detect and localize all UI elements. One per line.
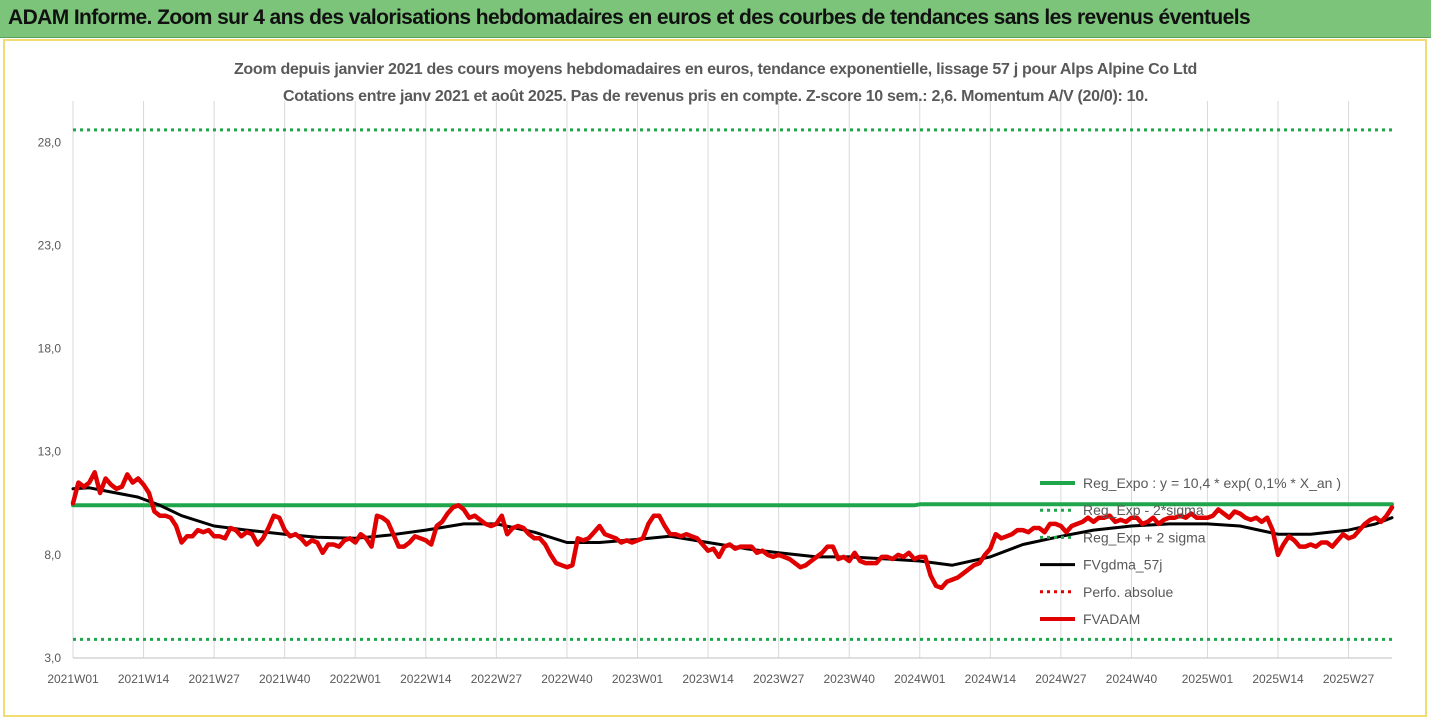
report-title: ADAM Informe. Zoom sur 4 ans des valoris… bbox=[8, 6, 1251, 29]
y-tick-label: 3,0 bbox=[44, 651, 61, 665]
x-tick-label: 2022W40 bbox=[541, 672, 593, 686]
legend-label: Reg_Exp + 2 sigma bbox=[1083, 529, 1206, 545]
x-tick-label: 2024W01 bbox=[894, 672, 946, 686]
x-tick-label: 2025W14 bbox=[1252, 672, 1304, 686]
legend-label: FVgdma_57j bbox=[1083, 557, 1162, 573]
x-tick-label: 2023W14 bbox=[682, 672, 734, 686]
legend: Reg_Expo : y = 10,4 * exp( 0,1% * X_an )… bbox=[1040, 475, 1341, 627]
series-layer bbox=[70, 128, 1395, 641]
x-tick-label: 2022W01 bbox=[330, 672, 382, 686]
x-tick-label: 2021W01 bbox=[47, 672, 99, 686]
y-tick-label: 28,0 bbox=[38, 135, 62, 149]
series-line bbox=[71, 502, 1394, 508]
x-tick-label: 2022W27 bbox=[471, 672, 523, 686]
legend-label: Perfo. absolue bbox=[1083, 584, 1173, 600]
x-tick-label: 2023W40 bbox=[824, 672, 876, 686]
x-tick-label: 2024W14 bbox=[965, 672, 1017, 686]
grid-lines bbox=[72, 101, 1350, 658]
y-axis: 3,0 8,0 13,0 18,0 23,0 28,0 bbox=[38, 135, 62, 665]
series-line bbox=[70, 470, 1395, 591]
legend-label: FVADAM bbox=[1083, 611, 1140, 627]
x-tick-label: 2023W01 bbox=[612, 672, 664, 686]
x-tick-label: 2022W14 bbox=[400, 672, 452, 686]
legend-label: Reg_Expo : y = 10,4 * exp( 0,1% * X_an ) bbox=[1083, 475, 1341, 491]
x-tick-label: 2023W27 bbox=[753, 672, 805, 686]
x-tick-label: 2024W27 bbox=[1035, 672, 1087, 686]
y-tick-label: 18,0 bbox=[38, 342, 62, 356]
chart-title: Zoom depuis janvier 2021 des cours moyen… bbox=[233, 61, 1198, 78]
y-tick-label: 8,0 bbox=[44, 548, 61, 562]
x-tick-label: 2021W27 bbox=[188, 672, 240, 686]
x-tick-label: 2021W14 bbox=[118, 672, 170, 686]
chart-frame bbox=[3, 39, 1427, 717]
x-tick-label: 2024W40 bbox=[1106, 672, 1158, 686]
x-axis: 2021W01 2021W14 2021W27 2021W40 2022W01 2022W… bbox=[47, 657, 1392, 686]
y-tick-label: 23,0 bbox=[38, 238, 62, 252]
chart-subtitle: Cotations entre janv 2021 et août 2025. … bbox=[282, 88, 1149, 105]
legend-label: Reg_Exp - 2*sigma bbox=[1083, 502, 1204, 518]
x-tick-label: 2021W40 bbox=[259, 672, 311, 686]
x-tick-label: 2025W27 bbox=[1323, 672, 1375, 686]
x-tick-label: 2025W01 bbox=[1182, 672, 1234, 686]
report-banner: ADAM Informe. Zoom sur 4 ans des valoris… bbox=[0, 0, 1431, 38]
y-tick-label: 13,0 bbox=[38, 445, 62, 459]
